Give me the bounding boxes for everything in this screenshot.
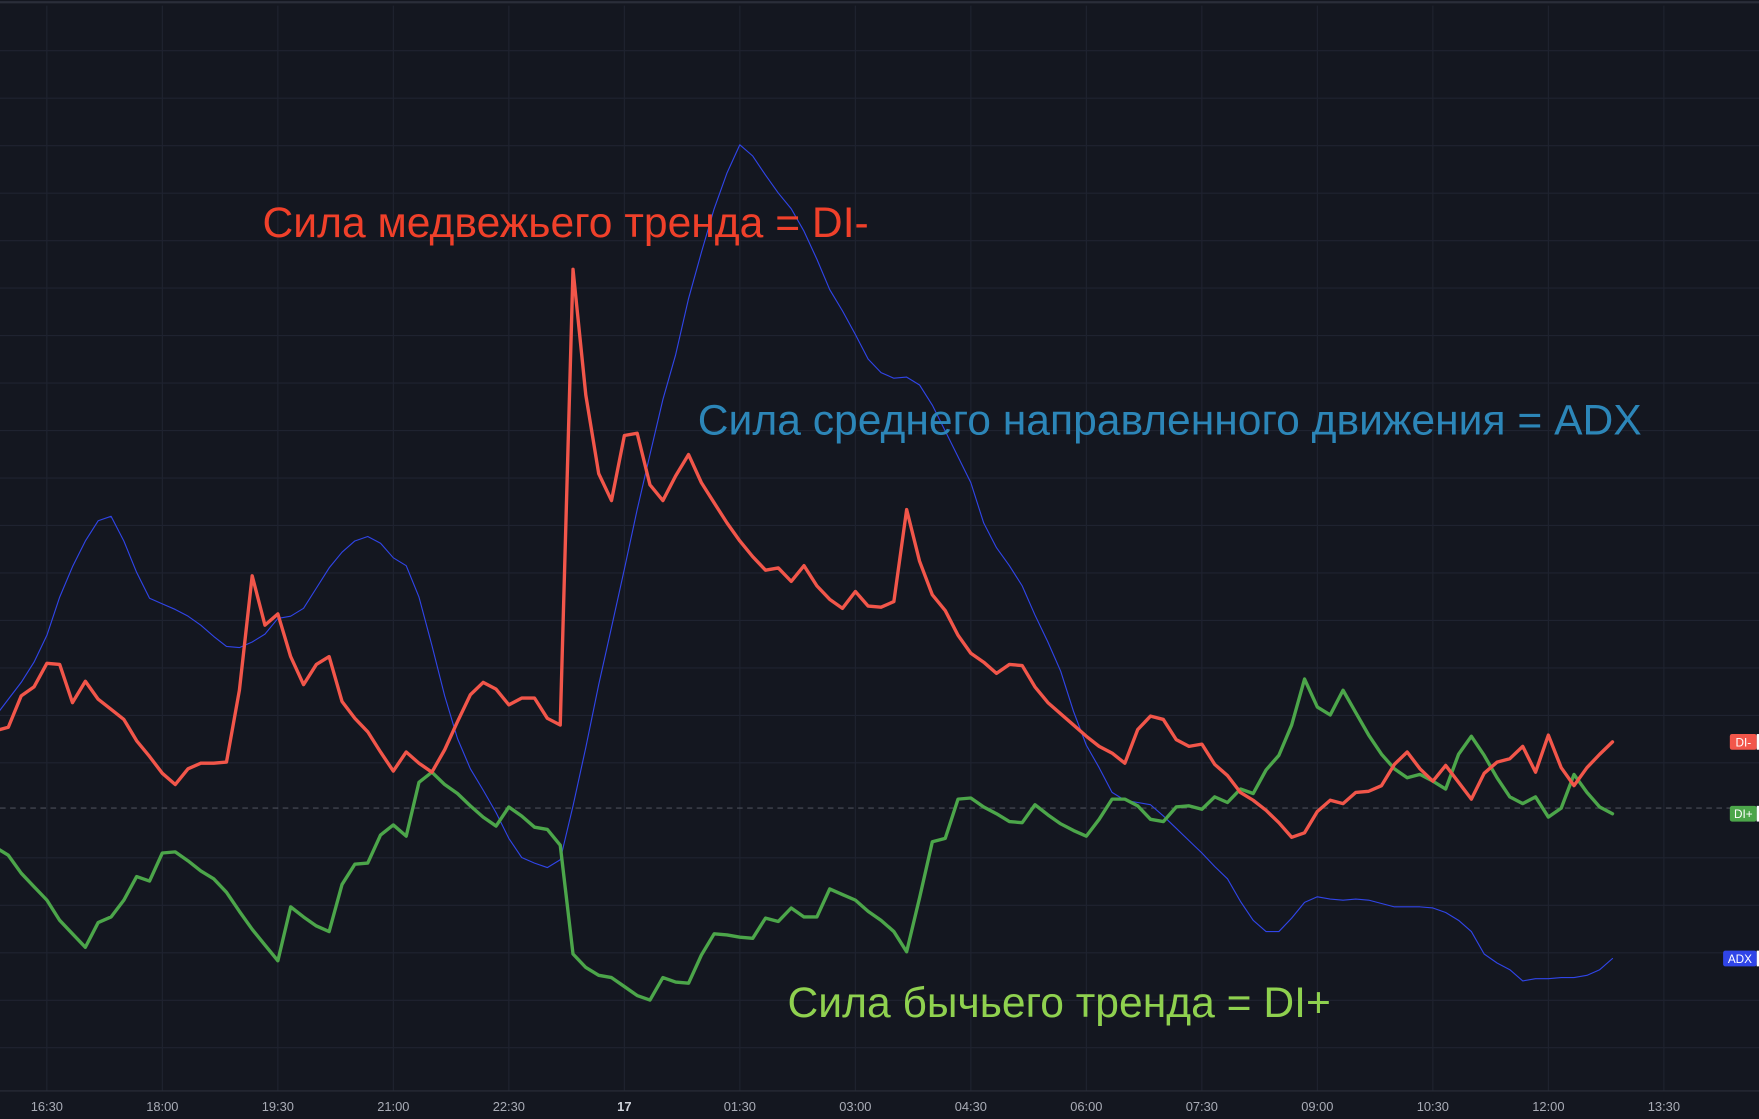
series-line-diminus (0, 267, 1615, 839)
price-tag-diplus: DI+ (1729, 805, 1759, 822)
series-line-diplus (0, 677, 1615, 1002)
price-tag-edge (1756, 950, 1759, 967)
x-tick-label: 06:00 (1070, 1099, 1102, 1114)
x-tick-label: 10:30 (1417, 1099, 1449, 1114)
x-tick-label: 07:30 (1186, 1099, 1218, 1114)
series-line-adx (0, 144, 1614, 982)
price-tag-edge (1756, 805, 1759, 822)
x-tick-label: 09:00 (1301, 1099, 1333, 1114)
annotation-di-plus: Сила бычьего тренда = DI+ (788, 979, 1331, 1027)
price-tag-label: DI+ (1734, 808, 1753, 821)
price-tag-background (1729, 805, 1757, 822)
price-tag-edge (1756, 734, 1759, 750)
x-tick-label: 16:30 (31, 1099, 63, 1114)
x-tick-label: 03:00 (839, 1099, 871, 1114)
price-tag-background (1723, 950, 1757, 967)
x-tick-label: 19:30 (262, 1099, 294, 1114)
x-tick-label: 21:00 (377, 1099, 409, 1114)
price-scale-labels: DI- DI+ ADX (1723, 734, 1759, 967)
price-tag-label: DI- (1735, 736, 1751, 749)
x-tick-label: 22:30 (493, 1099, 525, 1114)
x-tick-label: 12:00 (1532, 1099, 1564, 1114)
price-tag-background (1729, 734, 1757, 750)
x-tick-label: 18:00 (146, 1099, 178, 1114)
x-tick-label: 13:30 (1648, 1099, 1680, 1114)
price-tag-label: ADX (1728, 953, 1752, 966)
x-tick-label: 01:30 (724, 1099, 756, 1114)
annotation-di-minus: Сила медвежьего тренда = DI- (263, 199, 869, 247)
price-tag-diminus: DI- (1729, 734, 1759, 750)
time-axis[interactable]: 16:30 18:00 19:30 21:00 22:30 17 01:30 03:00 04:… (31, 1099, 1680, 1114)
x-tick-label: 04:30 (955, 1099, 987, 1114)
series-layer (0, 144, 1615, 1002)
annotation-adx: Сила среднего направленного движения = A… (698, 396, 1642, 444)
grid (0, 5, 1759, 1091)
x-tick-label: 17 (617, 1099, 631, 1114)
price-tag-adx: ADX (1723, 950, 1759, 967)
